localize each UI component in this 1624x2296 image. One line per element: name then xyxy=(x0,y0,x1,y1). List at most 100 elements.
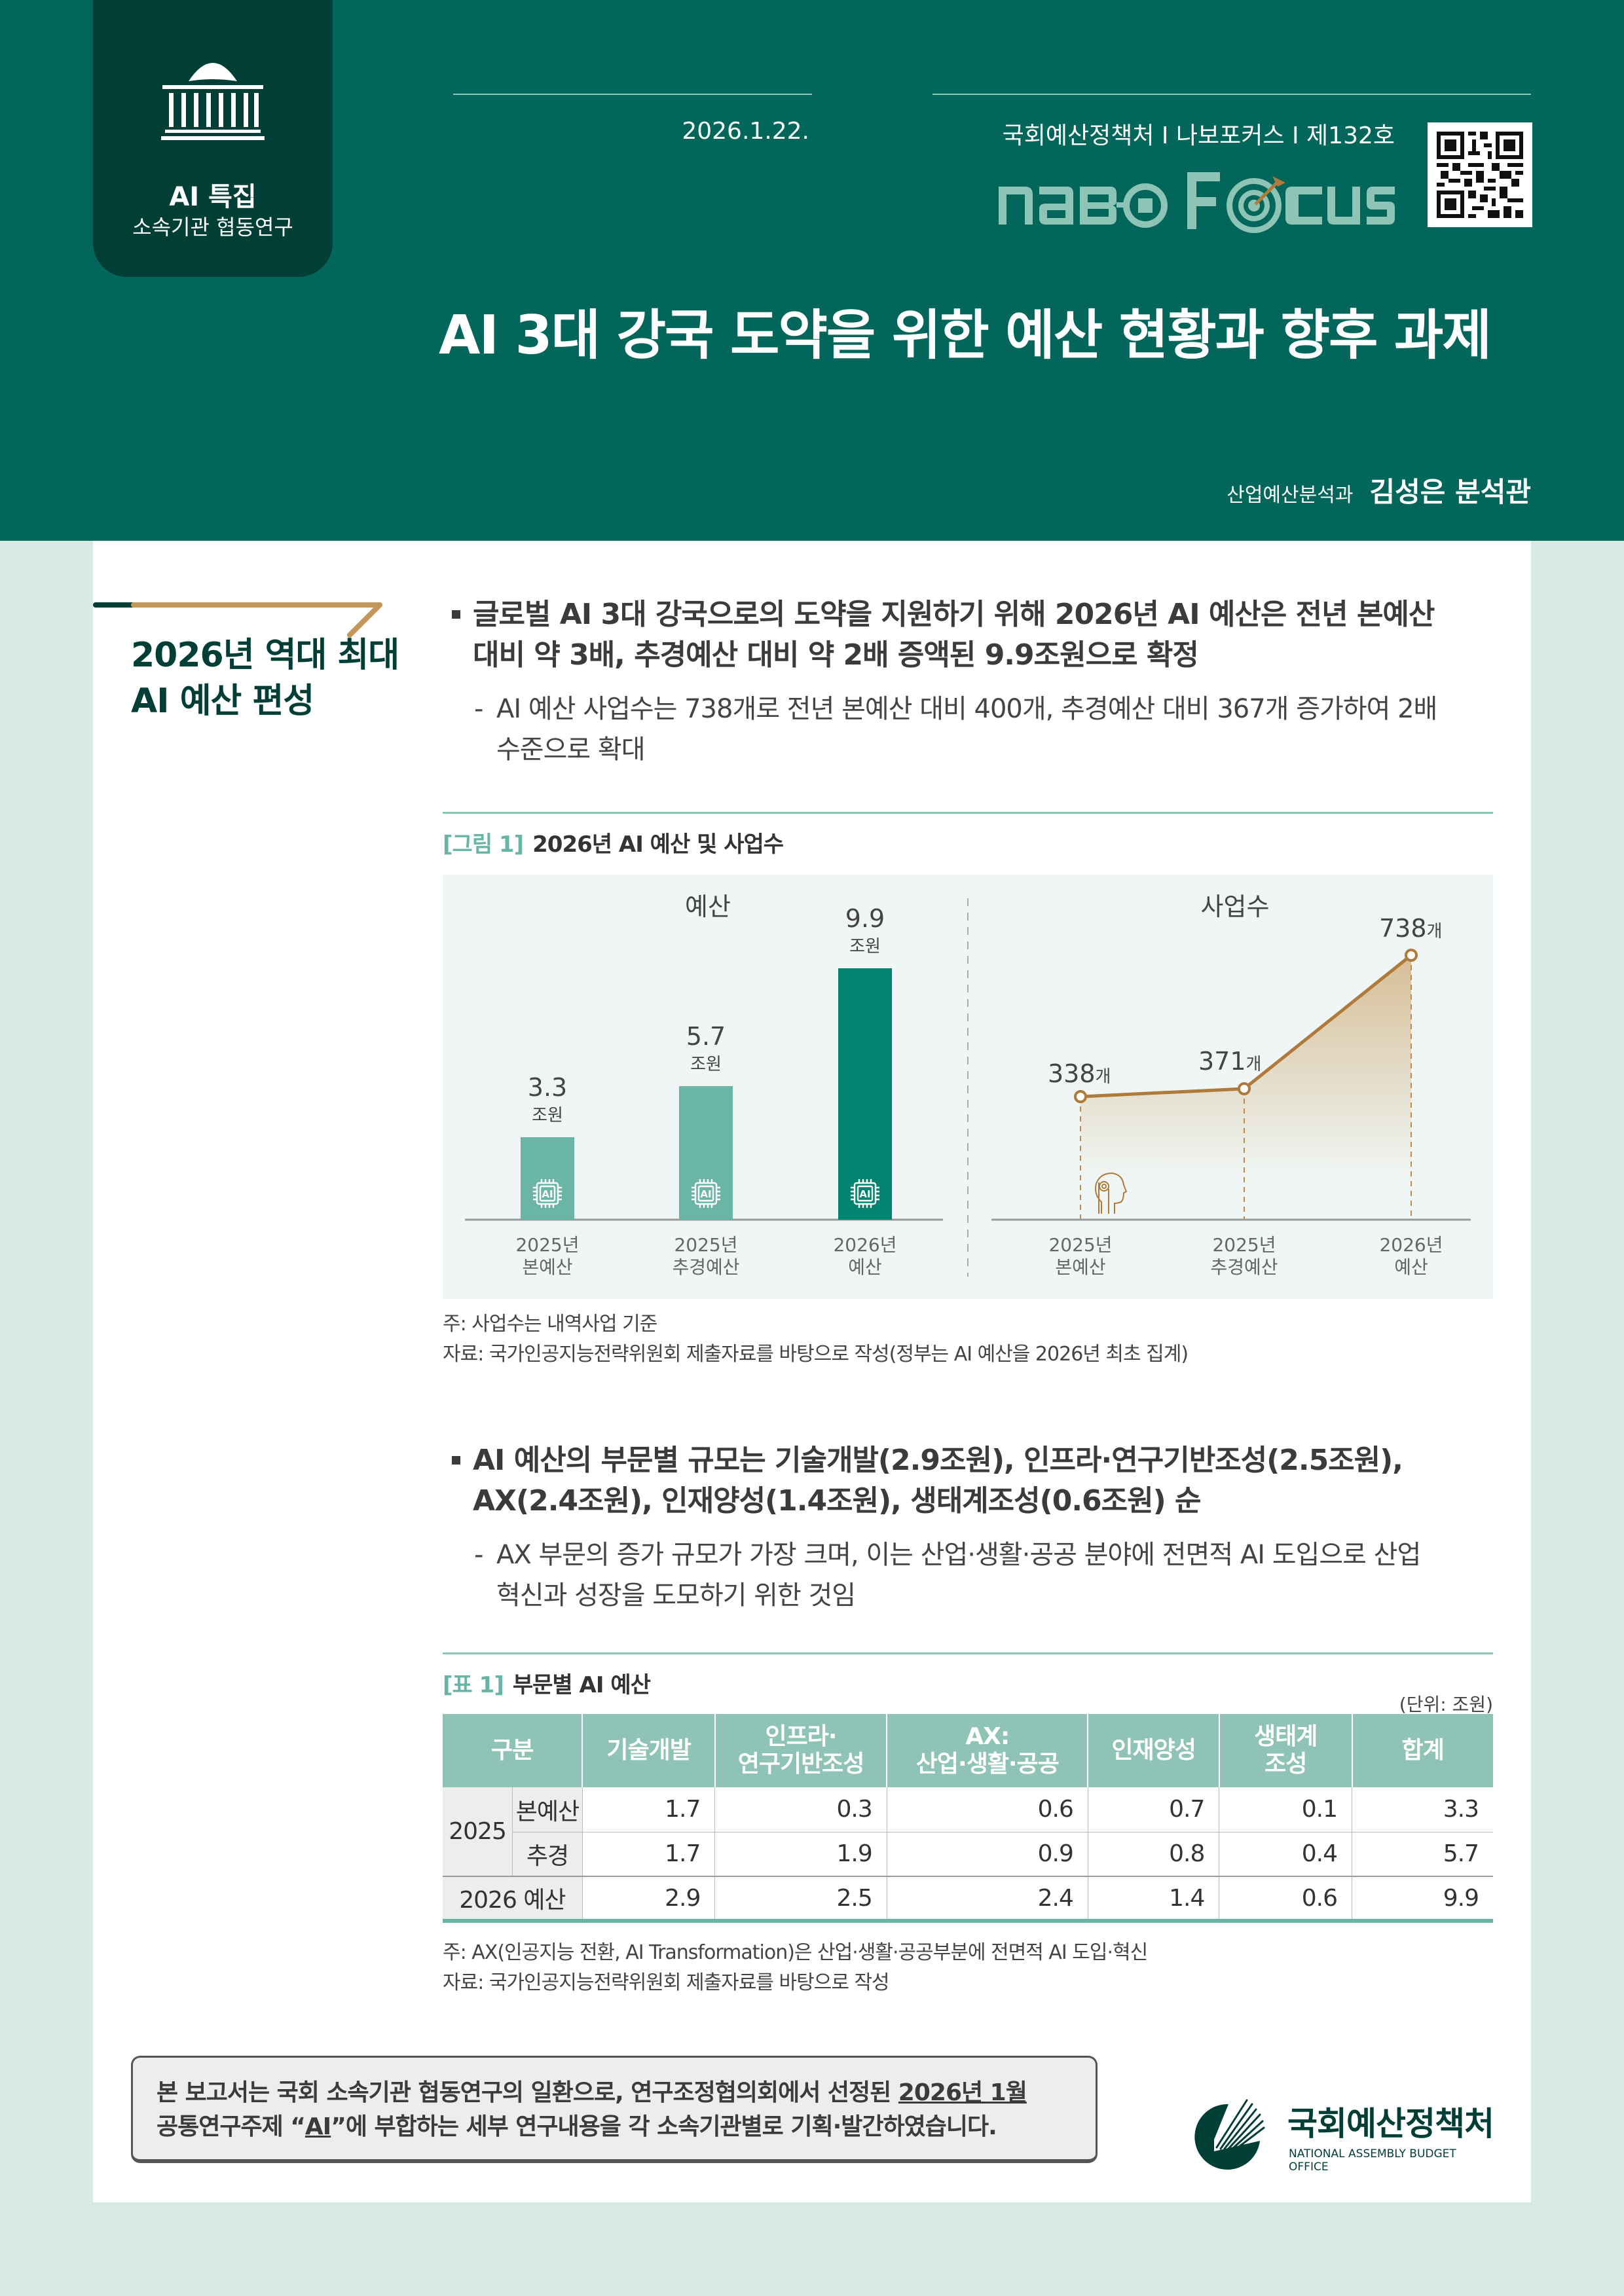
publish-date: 2026.1.22. xyxy=(682,118,809,145)
col-header: 인재양성 xyxy=(1087,1714,1219,1787)
table-header-row: 구분 기술개발 인프라· 연구기반조성 AX: 산업·생활·공공 인재양성 생태계 조… xyxy=(443,1714,1493,1787)
side-title-line1: 2026년 역대 최대 xyxy=(131,636,399,675)
figure-top-rule xyxy=(443,812,1493,814)
cell: 1.7 xyxy=(581,1832,715,1877)
nabo-focus-logo xyxy=(999,172,1395,233)
svg-text:본예산: 본예산 xyxy=(1055,1256,1105,1278)
notice-text: 공통연구주제 “ xyxy=(157,2113,306,2140)
table-row: 추경 1.7 1.9 0.9 0.8 0.4 5.7 xyxy=(443,1832,1493,1877)
col-header: 기술개발 xyxy=(581,1714,715,1787)
cell: 0.6 xyxy=(1219,1876,1352,1923)
sub-bullet-line: AI 예산 사업수는 738개로 전년 본예산 대비 400개, 추경예산 대비… xyxy=(496,694,1437,724)
cell: 1.7 xyxy=(581,1787,715,1832)
svg-text:2025년: 2025년 xyxy=(1048,1234,1112,1256)
svg-text:본예산: 본예산 xyxy=(522,1256,572,1278)
table-top-rule xyxy=(443,1652,1493,1654)
national-assembly-icon xyxy=(161,63,265,140)
row-label: 본예산 xyxy=(512,1787,583,1832)
bar-chart-title: 예산 xyxy=(685,892,731,921)
sub-bullet-line: 혁신과 성장을 도모하기 위한 것임 xyxy=(496,1580,856,1611)
section-side-title: 2026년 역대 최대 AI 예산 편성 xyxy=(131,632,399,724)
figure-caption: [그림 1] 2026년 AI 예산 및 사업수 xyxy=(443,826,1493,858)
svg-text:371개: 371개 xyxy=(1198,1047,1261,1076)
cell: 2.5 xyxy=(714,1876,887,1923)
nabo-emblem-icon xyxy=(1194,2099,1265,2170)
header-banner: AI 특집 소속기관 협동연구 2026.1.22. 국회예산정책처 I 나보포… xyxy=(0,0,1624,541)
header-rule-right xyxy=(932,94,1531,95)
figure-notes: 주: 사업수는 내역사업 기준 자료: 국가인공지능전략위원회 제출자료를 바탕… xyxy=(443,1309,1493,1370)
svg-text:5.7: 5.7 xyxy=(686,1022,726,1051)
bullet-line: AI 예산의 부문별 규모는 기술개발(2.9조원), 인프라·연구기반조성(2… xyxy=(473,1444,1403,1477)
header-rule-left xyxy=(453,94,812,95)
bar-2025-supp xyxy=(679,1086,733,1220)
cell: 2.9 xyxy=(581,1876,715,1923)
svg-text:사업수: 사업수 xyxy=(1201,892,1270,921)
bullet-heading: AI 예산의 부문별 규모는 기술개발(2.9조원), 인프라·연구기반조성(2… xyxy=(443,1440,1493,1522)
cell: 5.7 xyxy=(1352,1832,1493,1877)
special-issue-tab: AI 특집 소속기관 협동연구 xyxy=(93,0,333,277)
table-source: 자료: 국가인공지능전략위원회 제출자료를 바탕으로 작성 xyxy=(443,1971,890,1994)
tab-subtitle: 소속기관 협동연구 xyxy=(132,215,293,240)
budget-bar-chart: 예산 3.3 조원 5.7 조원 9.9 조원 AI xyxy=(465,892,943,1278)
col-header: 생태계 조성 xyxy=(1218,1714,1352,1787)
cell: 3.3 xyxy=(1352,1787,1493,1832)
svg-text:2026년: 2026년 xyxy=(833,1234,896,1256)
col-header: AX: 산업·생활·공공 xyxy=(886,1714,1088,1787)
col-header: 인프라· 연구기반조성 xyxy=(714,1714,887,1787)
ai-head-icon xyxy=(1095,1172,1128,1214)
figure-title: 2026년 AI 예산 및 사업수 xyxy=(532,831,784,858)
notice-underline: AI xyxy=(304,2113,331,2140)
page-title: AI 3대 강국 도약을 위한 예산 현황과 향후 과제 xyxy=(439,304,1492,367)
cell: 0.7 xyxy=(1087,1787,1219,1832)
svg-text:9.9: 9.9 xyxy=(845,904,885,933)
figure-source: 자료: 국가인공지능전략위원회 제출자료를 바탕으로 작성(정부는 AI 예산을… xyxy=(443,1343,1189,1366)
qr-code-icon[interactable] xyxy=(1428,122,1532,227)
svg-text:AI: AI xyxy=(542,1188,553,1200)
section2-text: AI 예산의 부문별 규모는 기술개발(2.9조원), 인프라·연구기반조성(2… xyxy=(443,1440,1493,1616)
svg-text:AI: AI xyxy=(859,1188,870,1200)
cell: 1.9 xyxy=(714,1832,887,1877)
svg-text:조원: 조원 xyxy=(532,1106,563,1125)
bullet-line: 글로벌 AI 3대 강국으로의 도약을 지원하기 위해 2026년 AI 예산은… xyxy=(473,598,1435,631)
author-department: 산업예산분석과 xyxy=(1227,484,1354,507)
cell: 0.8 xyxy=(1087,1832,1219,1877)
sub-bullet-line: AX 부문의 증가 규모가 가장 크며, 이는 산업·생활·공공 분야에 전면적… xyxy=(496,1540,1421,1570)
author-line: 산업예산분석과 김성은 분석관 xyxy=(1227,470,1531,510)
notice-text: ”에 부합하는 세부 연구내용을 각 소속기관별로 기획·발간하였습니다. xyxy=(331,2113,997,2140)
cell: 1.4 xyxy=(1087,1876,1219,1923)
figure-note: 주: 사업수는 내역사업 기준 xyxy=(443,1313,657,1336)
collaboration-notice: 본 보고서는 국회 소속기관 협동연구의 일환으로, 연구조정협의회에서 선정된… xyxy=(131,2056,1098,2163)
table-note: 주: AX(인공지능 전환, AI Transformation)은 산업·생활… xyxy=(443,1941,1148,1964)
ai-chip-icon: AI AI AI xyxy=(533,1179,879,1208)
table-unit: (단위: 조원) xyxy=(1399,1694,1493,1715)
svg-text:3.3: 3.3 xyxy=(528,1073,567,1102)
sub-bullet-line: 수준으로 확대 xyxy=(496,735,646,765)
cell: 0.3 xyxy=(714,1787,887,1832)
notice-underline: 2026년 1월 xyxy=(898,2079,1027,2106)
svg-text:AI: AI xyxy=(700,1188,711,1200)
cell: 0.9 xyxy=(886,1832,1088,1877)
cell: 9.9 xyxy=(1352,1876,1493,1923)
col-header: 합계 xyxy=(1351,1714,1493,1787)
nabo-org-logo: 국회예산정책처 NATIONAL ASSEMBLY BUDGET OFFICE xyxy=(1183,2092,1497,2178)
bar-2025-main xyxy=(521,1137,574,1220)
bullet-line: AX(2.4조원), 인재양성(1.4조원), 생태계조성(0.6조원) 순 xyxy=(473,1484,1202,1518)
figure-chart-area: 예산 3.3 조원 5.7 조원 9.9 조원 AI xyxy=(443,875,1493,1299)
table-caption: [표 1] 부문별 AI 예산 xyxy=(443,1667,1493,1699)
sub-bullet: AX 부문의 증가 규모가 가장 크며, 이는 산업·생활·공공 분야에 전면적… xyxy=(443,1535,1493,1616)
svg-text:조원: 조원 xyxy=(690,1055,722,1074)
cell: 0.1 xyxy=(1219,1787,1352,1832)
bullet-line: 대비 약 3배, 추경예산 대비 약 2배 증액된 9.9조원으로 확정 xyxy=(473,638,1199,672)
figure-tag: [그림 1] xyxy=(443,831,524,858)
cell: 0.4 xyxy=(1219,1832,1352,1877)
svg-text:2025년: 2025년 xyxy=(515,1234,579,1256)
budget-table: 구분 기술개발 인프라· 연구기반조성 AX: 산업·생활·공공 인재양성 생태계 조… xyxy=(443,1714,1493,1923)
org-name-korean: 국회예산정책처 xyxy=(1287,2105,1494,2143)
author-name: 김성은 분석관 xyxy=(1369,476,1531,508)
cell: 2.4 xyxy=(886,1876,1088,1923)
sub-bullet: AI 예산 사업수는 738개로 전년 본예산 대비 400개, 추경예산 대비… xyxy=(443,689,1493,770)
bar-2026 xyxy=(838,968,892,1220)
org-name-english: NATIONAL ASSEMBLY BUDGET OFFICE xyxy=(1289,2147,1456,2174)
table-row: 2026 예산 2.9 2.5 2.4 1.4 0.6 9.9 xyxy=(443,1876,1493,1923)
